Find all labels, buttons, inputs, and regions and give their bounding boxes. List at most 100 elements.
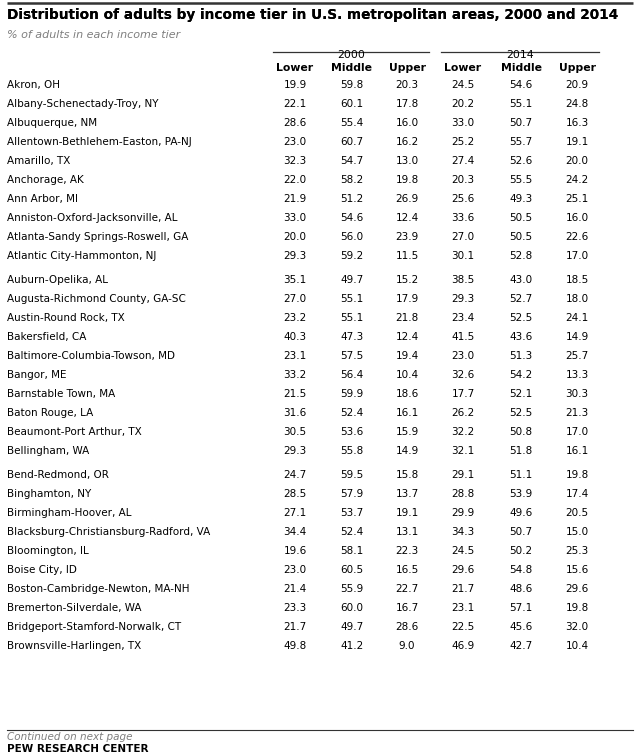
Text: 55.4: 55.4 xyxy=(340,118,364,128)
Text: 52.6: 52.6 xyxy=(509,156,532,166)
Text: Binghamton, NY: Binghamton, NY xyxy=(7,489,92,499)
Text: 23.3: 23.3 xyxy=(284,603,307,613)
Text: 32.6: 32.6 xyxy=(451,370,475,380)
Text: 52.7: 52.7 xyxy=(509,294,532,304)
Text: 23.0: 23.0 xyxy=(284,565,307,575)
Text: 16.5: 16.5 xyxy=(396,565,419,575)
Text: 55.7: 55.7 xyxy=(509,137,532,147)
Text: Austin-Round Rock, TX: Austin-Round Rock, TX xyxy=(7,313,125,323)
Text: 30.5: 30.5 xyxy=(284,427,307,437)
Text: 16.3: 16.3 xyxy=(565,118,589,128)
Text: 17.0: 17.0 xyxy=(565,427,589,437)
Text: Continued on next page: Continued on next page xyxy=(7,732,132,742)
Text: 30.3: 30.3 xyxy=(565,389,589,399)
Text: 19.8: 19.8 xyxy=(565,470,589,480)
Text: 24.5: 24.5 xyxy=(451,546,475,556)
Text: 21.7: 21.7 xyxy=(284,622,307,632)
Text: Baltimore-Columbia-Towson, MD: Baltimore-Columbia-Towson, MD xyxy=(7,351,175,361)
Text: 49.7: 49.7 xyxy=(340,622,364,632)
Text: Brownsville-Harlingen, TX: Brownsville-Harlingen, TX xyxy=(7,641,141,651)
Text: 38.5: 38.5 xyxy=(451,275,475,285)
Text: Bremerton-Silverdale, WA: Bremerton-Silverdale, WA xyxy=(7,603,141,613)
Text: 46.9: 46.9 xyxy=(451,641,475,651)
Text: 32.2: 32.2 xyxy=(451,427,475,437)
Text: 59.2: 59.2 xyxy=(340,251,364,261)
Text: 27.0: 27.0 xyxy=(284,294,307,304)
Text: 14.9: 14.9 xyxy=(396,446,419,456)
Text: Lower: Lower xyxy=(444,63,481,73)
Text: 33.0: 33.0 xyxy=(451,118,475,128)
Text: 42.7: 42.7 xyxy=(509,641,532,651)
Text: 20.3: 20.3 xyxy=(396,80,419,90)
Text: 35.1: 35.1 xyxy=(284,275,307,285)
Text: 20.9: 20.9 xyxy=(565,80,589,90)
Text: 51.8: 51.8 xyxy=(509,446,532,456)
Text: 40.3: 40.3 xyxy=(284,332,307,342)
Text: 20.2: 20.2 xyxy=(451,99,475,109)
Text: 60.0: 60.0 xyxy=(340,603,364,613)
Text: 26.9: 26.9 xyxy=(396,194,419,204)
Text: 19.9: 19.9 xyxy=(284,80,307,90)
Text: 52.4: 52.4 xyxy=(340,408,364,418)
Text: 24.5: 24.5 xyxy=(451,80,475,90)
Text: 19.8: 19.8 xyxy=(565,603,589,613)
Text: 52.4: 52.4 xyxy=(340,527,364,537)
Text: Augusta-Richmond County, GA-SC: Augusta-Richmond County, GA-SC xyxy=(7,294,186,304)
Text: 25.3: 25.3 xyxy=(565,546,589,556)
Text: 19.1: 19.1 xyxy=(396,508,419,518)
Text: 55.8: 55.8 xyxy=(340,446,364,456)
Text: 23.2: 23.2 xyxy=(284,313,307,323)
Text: 13.7: 13.7 xyxy=(396,489,419,499)
Text: 17.8: 17.8 xyxy=(396,99,419,109)
Text: 33.0: 33.0 xyxy=(284,213,307,223)
Text: 27.4: 27.4 xyxy=(451,156,475,166)
Text: 17.4: 17.4 xyxy=(565,489,589,499)
Text: 45.6: 45.6 xyxy=(509,622,532,632)
Text: Distribution of adults by income tier in U.S. metropolitan areas, 2000 and 2014: Distribution of adults by income tier in… xyxy=(7,8,618,22)
Text: 17.9: 17.9 xyxy=(396,294,419,304)
Text: 11.5: 11.5 xyxy=(396,251,419,261)
Text: 29.1: 29.1 xyxy=(451,470,475,480)
Text: Bellingham, WA: Bellingham, WA xyxy=(7,446,89,456)
Text: 18.0: 18.0 xyxy=(565,294,589,304)
Text: 25.7: 25.7 xyxy=(565,351,589,361)
Text: 50.8: 50.8 xyxy=(509,427,532,437)
Text: Middle: Middle xyxy=(500,63,541,73)
Text: 52.5: 52.5 xyxy=(509,408,532,418)
Text: 49.8: 49.8 xyxy=(284,641,307,651)
Text: 33.6: 33.6 xyxy=(451,213,475,223)
Text: 51.2: 51.2 xyxy=(340,194,364,204)
Text: 21.8: 21.8 xyxy=(396,313,419,323)
Text: 15.0: 15.0 xyxy=(565,527,589,537)
Text: 20.0: 20.0 xyxy=(284,232,307,242)
Text: 23.9: 23.9 xyxy=(396,232,419,242)
Text: 60.1: 60.1 xyxy=(340,99,364,109)
Text: 51.1: 51.1 xyxy=(509,470,532,480)
Text: 24.2: 24.2 xyxy=(565,175,589,185)
Text: 54.2: 54.2 xyxy=(509,370,532,380)
Text: 17.0: 17.0 xyxy=(565,251,589,261)
Text: 28.6: 28.6 xyxy=(284,118,307,128)
Text: 27.1: 27.1 xyxy=(284,508,307,518)
Text: 26.2: 26.2 xyxy=(451,408,475,418)
Text: 32.3: 32.3 xyxy=(284,156,307,166)
Text: 43.6: 43.6 xyxy=(509,332,532,342)
Text: 57.5: 57.5 xyxy=(340,351,364,361)
Text: 58.1: 58.1 xyxy=(340,546,364,556)
Text: 22.5: 22.5 xyxy=(451,622,475,632)
Text: 21.3: 21.3 xyxy=(565,408,589,418)
Text: 57.1: 57.1 xyxy=(509,603,532,613)
Text: Boston-Cambridge-Newton, MA-NH: Boston-Cambridge-Newton, MA-NH xyxy=(7,584,189,594)
Text: % of adults in each income tier: % of adults in each income tier xyxy=(7,30,180,40)
Text: PEW RESEARCH CENTER: PEW RESEARCH CENTER xyxy=(7,744,148,754)
Text: 47.3: 47.3 xyxy=(340,332,364,342)
Text: 19.1: 19.1 xyxy=(565,137,589,147)
Text: 16.2: 16.2 xyxy=(396,137,419,147)
Text: 22.3: 22.3 xyxy=(396,546,419,556)
Text: 28.6: 28.6 xyxy=(396,622,419,632)
Text: Allentown-Bethlehem-Easton, PA-NJ: Allentown-Bethlehem-Easton, PA-NJ xyxy=(7,137,192,147)
Text: 52.5: 52.5 xyxy=(509,313,532,323)
Text: 25.6: 25.6 xyxy=(451,194,475,204)
Text: 21.9: 21.9 xyxy=(284,194,307,204)
Text: 22.0: 22.0 xyxy=(284,175,307,185)
